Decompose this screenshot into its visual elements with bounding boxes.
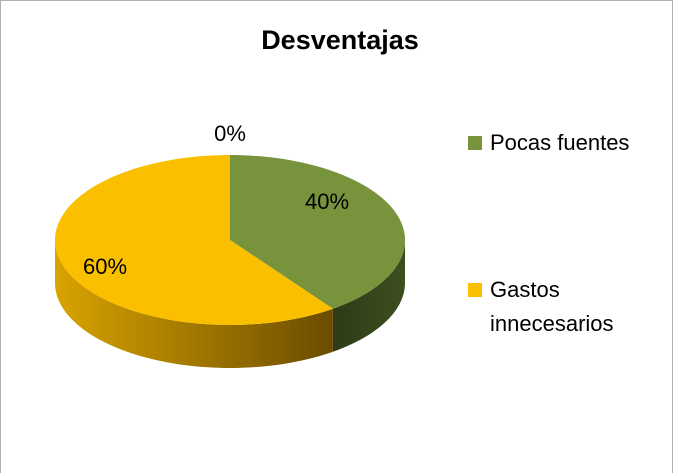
legend-swatch xyxy=(468,136,482,150)
pie-side xyxy=(55,240,333,368)
legend-item: Gastos innecesarios xyxy=(468,273,668,341)
legend-item: Pocas fuentes xyxy=(468,126,668,160)
data-label: 0% xyxy=(214,121,246,146)
pie-slice xyxy=(55,155,333,325)
pie-slice xyxy=(230,155,405,309)
legend-label: Pocas fuentes xyxy=(490,130,630,155)
data-label: 60% xyxy=(83,254,127,279)
data-label: 40% xyxy=(305,189,349,214)
pie-side xyxy=(332,240,405,352)
legend-label: Gastos innecesarios xyxy=(490,277,614,336)
legend-swatch xyxy=(468,283,482,297)
chart-title: Desventajas xyxy=(261,25,419,55)
